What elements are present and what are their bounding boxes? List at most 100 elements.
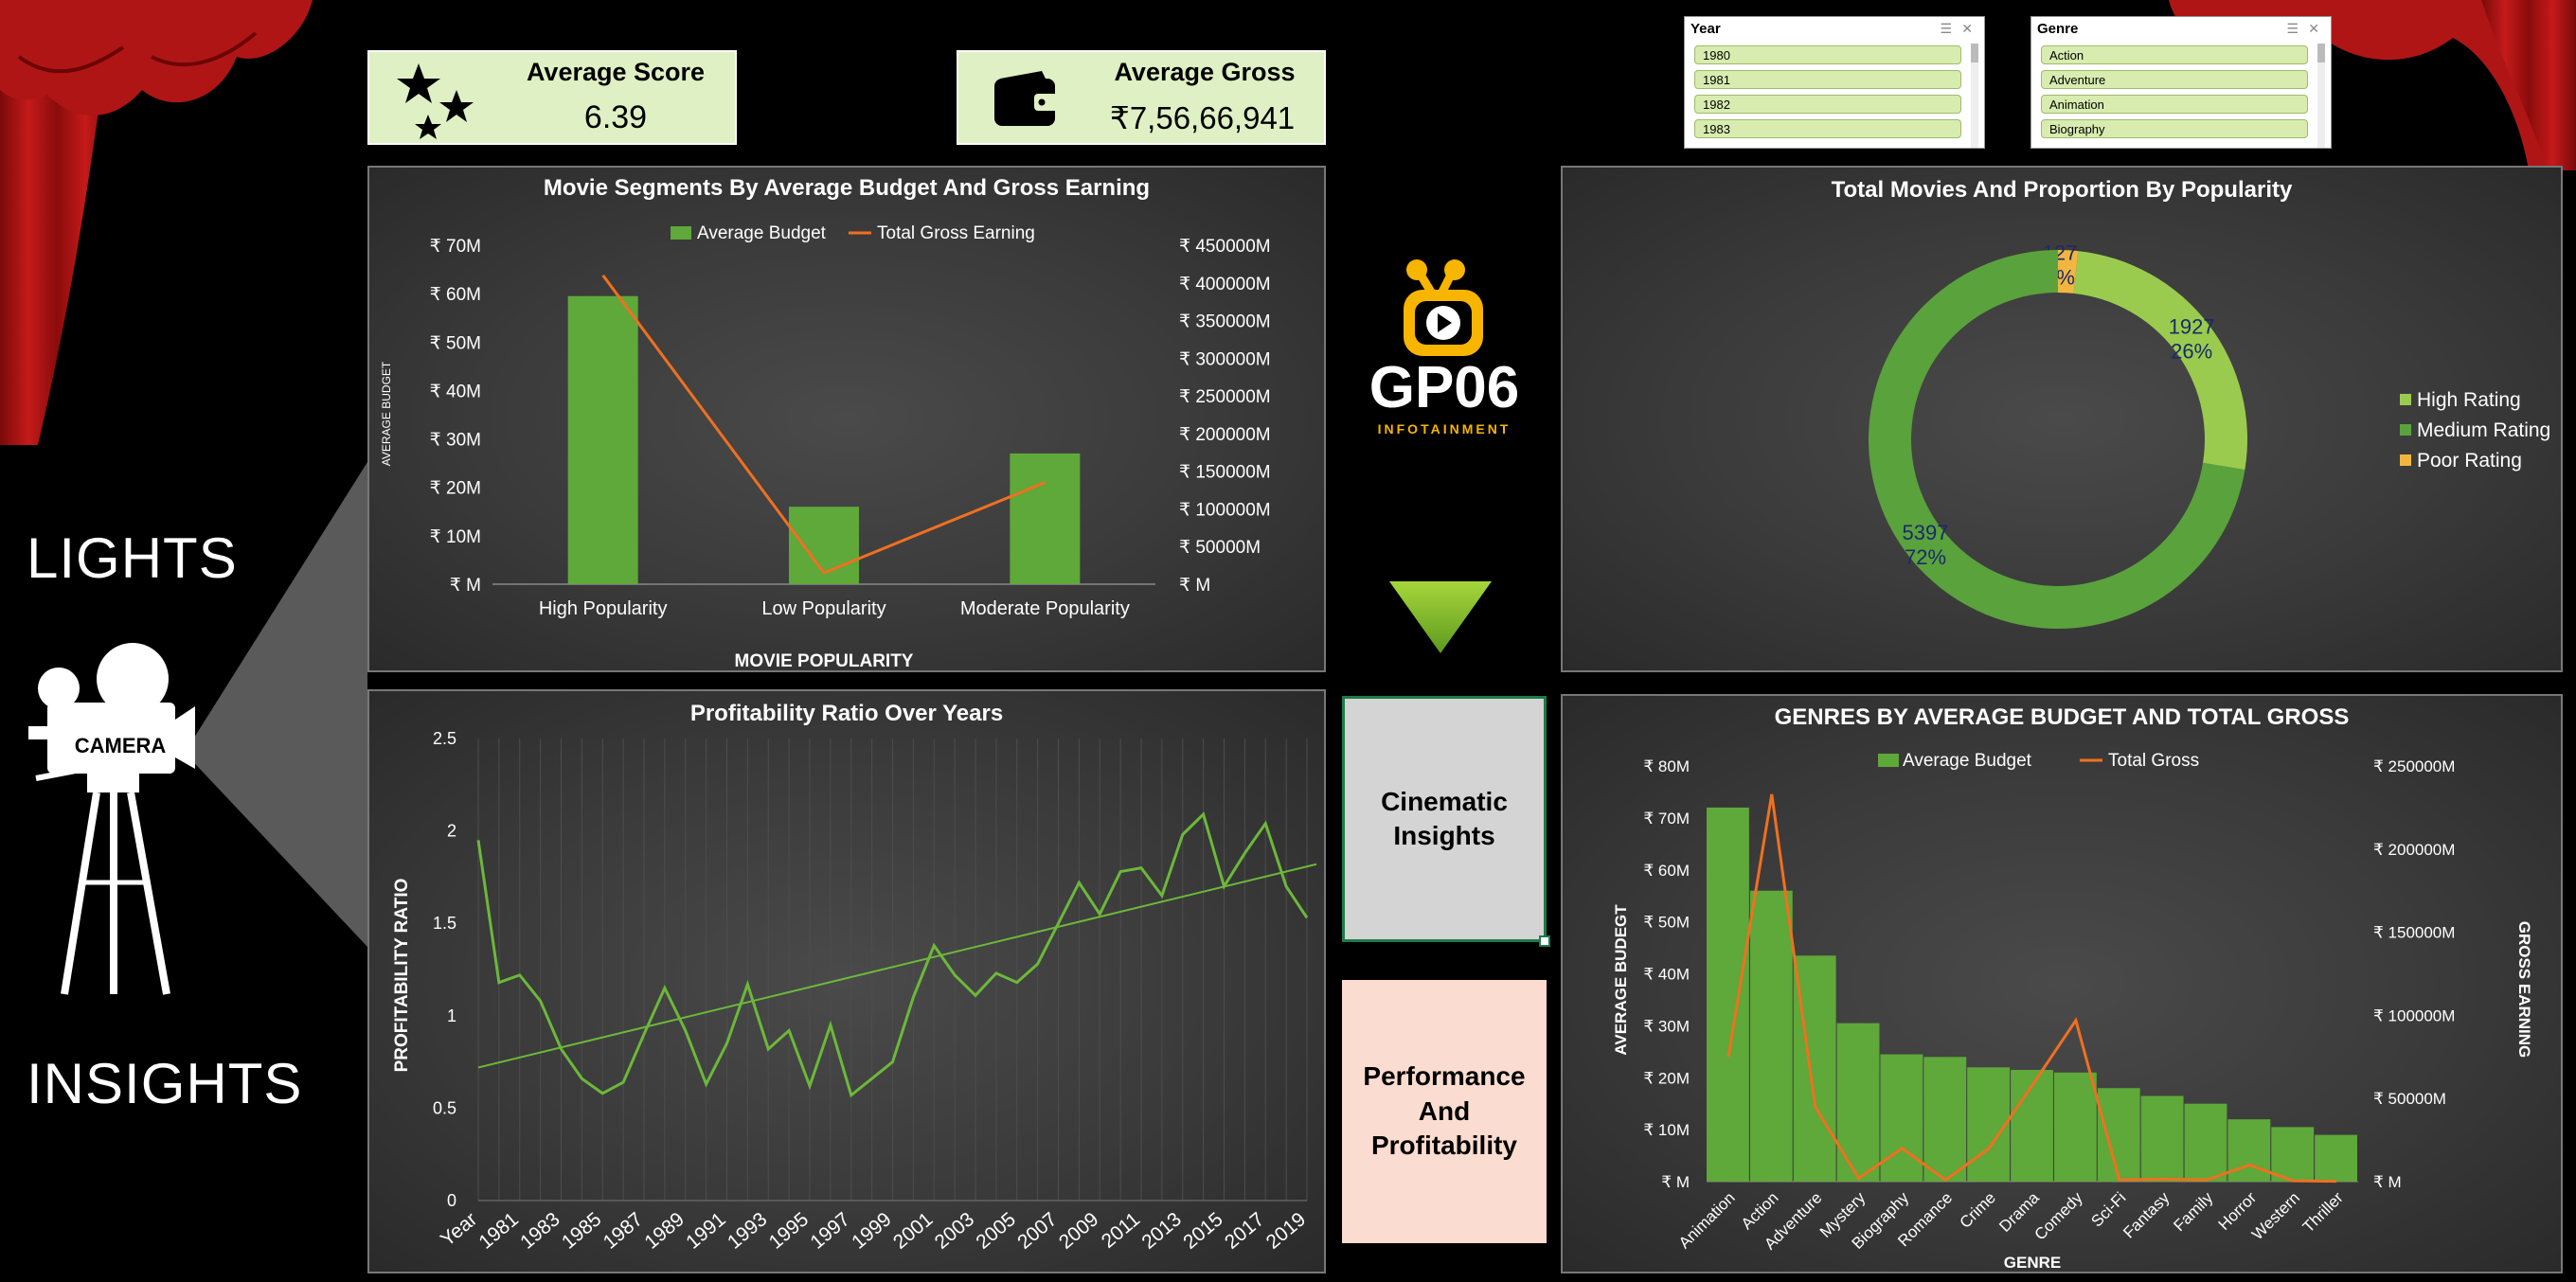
- y-tick-label: ₹ 50M: [430, 333, 481, 353]
- y-tick-label: 2: [447, 822, 456, 841]
- y-tick-label: ₹ 10M: [430, 527, 481, 547]
- donut-slice: [2073, 251, 2247, 471]
- x-tick-label: Animation: [1675, 1188, 1739, 1252]
- y2-tick-label: ₹ 100000M: [1179, 500, 1271, 520]
- y-tick-label: ₹ 30M: [1643, 1017, 1690, 1035]
- x-tick-label: Western: [2248, 1188, 2303, 1243]
- x-tick-label: 1987: [599, 1208, 648, 1254]
- slicer-item[interactable]: 1983: [1694, 119, 1961, 138]
- multi-select-icon[interactable]: ☰: [2286, 21, 2299, 36]
- y2-tick-label: ₹ 250000M: [2373, 757, 2455, 775]
- y2-tick-label: ₹ 50000M: [2373, 1090, 2446, 1108]
- slicer-item[interactable]: 1981: [1694, 70, 1961, 89]
- donut-slice: [2058, 250, 2079, 294]
- slicer-scrollbar[interactable]: [1971, 44, 1978, 148]
- y2-tick-label: ₹ 50000M: [1179, 538, 1261, 558]
- legend-label: Medium Rating: [2417, 419, 2550, 441]
- y-tick-label: ₹ M: [1661, 1173, 1690, 1191]
- legend-swatch: [671, 226, 691, 240]
- slicer-item[interactable]: Action: [2041, 45, 2308, 64]
- stars-icon: [397, 63, 474, 139]
- slicer-scrollbar[interactable]: [2317, 44, 2325, 148]
- multi-select-icon[interactable]: ☰: [1940, 21, 1952, 36]
- kpi-average-gross: Average Gross ₹7,56,66,941: [957, 50, 1326, 145]
- x-tick-label: 2003: [931, 1208, 979, 1254]
- popularity-donut-panel: Total Movies And Proportion By Popularit…: [1561, 166, 2563, 672]
- kpi-label: Average Score: [526, 58, 706, 86]
- bar: [567, 295, 638, 584]
- x-tick-label: 2015: [1179, 1208, 1227, 1254]
- y-tick-label: 1.5: [433, 914, 456, 933]
- cinematic-insights-button[interactable]: Cinematic Insights: [1342, 696, 1547, 942]
- spotlight-beam: [185, 462, 367, 947]
- legend-swatch: [2400, 394, 2411, 405]
- slice-percent-label: 26%: [2171, 339, 2212, 363]
- y-tick-label: ₹ 40M: [430, 382, 481, 401]
- bar: [1010, 453, 1081, 584]
- x-tick-label: 2001: [889, 1208, 938, 1254]
- button-label: Cinematic Insights: [1381, 786, 1508, 850]
- y2-tick-label: ₹ M: [2373, 1173, 2402, 1191]
- slicer-item[interactable]: Biography: [2041, 119, 2308, 138]
- bar: [1749, 890, 1793, 1182]
- chart-title: Total Movies And Proportion By Popularit…: [1831, 177, 2293, 203]
- clear-filter-icon[interactable]: ✕: [1961, 21, 1973, 36]
- legend-label: Average Budget: [697, 223, 827, 243]
- insights-heading: INSIGHTS: [27, 1052, 303, 1115]
- kpi-label: Average Gross: [1114, 58, 1296, 86]
- year-slicer-title: Year: [1690, 21, 1721, 37]
- x-tick-label: 1999: [848, 1208, 896, 1254]
- profitability-chart-panel: Profitability Ratio Over Years 0 0.5 1 1.5 2…: [367, 689, 1326, 1273]
- y-tick-label: ₹ 60M: [1643, 862, 1690, 880]
- y-axis-title: AVERAGE BUDGET: [380, 361, 393, 466]
- y2-tick-label: ₹ 250000M: [1179, 387, 1271, 407]
- slicer-item[interactable]: 1980: [1694, 45, 1961, 64]
- x-tick-label: Low Popularity: [761, 598, 886, 619]
- genre-slicer-title: Genre: [2037, 21, 2079, 37]
- slicer-item[interactable]: Animation: [2041, 95, 2308, 114]
- x-tick-label: Fantasy: [2120, 1188, 2174, 1242]
- genre-slicer[interactable]: Genre ☰ ✕ Action Adventure Animation Bio…: [2030, 16, 2332, 149]
- x-tick-label: 2005: [972, 1208, 1020, 1254]
- y-tick-label: ₹ 10M: [1643, 1121, 1690, 1139]
- y-tick-label: ₹ 70M: [430, 237, 481, 257]
- legend-swatch: [2400, 454, 2411, 466]
- y2-tick-label: ₹ 400000M: [1179, 275, 1271, 294]
- bar: [1967, 1067, 2011, 1182]
- y2-tick-label: ₹ 200000M: [2373, 841, 2455, 859]
- x-tick-label: Year: [437, 1208, 481, 1251]
- y-tick-label: ₹ 50M: [1643, 914, 1690, 932]
- x-tick-label: 2019: [1262, 1208, 1311, 1254]
- bar: [2271, 1127, 2315, 1182]
- performance-profitability-button[interactable]: Performance And Profitability: [1342, 980, 1547, 1243]
- y-tick-label: ₹ 60M: [430, 285, 481, 305]
- resize-handle[interactable]: [1539, 935, 1550, 947]
- slicer-item[interactable]: 1982: [1694, 95, 1961, 114]
- y2-tick-label: ₹ 150000M: [2373, 924, 2455, 942]
- year-slicer[interactable]: Year ☰ ✕ 1980 1981 1982 1983: [1684, 16, 1985, 149]
- x-tick-label: 1983: [516, 1208, 564, 1254]
- gp06-logo: GP06 INFOTAINMENT: [1369, 259, 1519, 436]
- genres-chart-panel: GENRES BY AVERAGE BUDGET AND TOTAL GROSS…: [1561, 694, 2563, 1273]
- clear-filter-icon[interactable]: ✕: [2308, 21, 2319, 36]
- x-tick-label: 2007: [1013, 1208, 1062, 1254]
- x-tick-label: Moderate Popularity: [960, 598, 1130, 619]
- y-tick-label: ₹ 20M: [430, 479, 481, 499]
- bar: [2140, 1095, 2184, 1182]
- curtain-left-decoration: [0, 0, 313, 445]
- x-tick-label: 1989: [640, 1208, 689, 1254]
- bar: [1880, 1054, 1923, 1182]
- bar: [2184, 1103, 2227, 1182]
- legend-label: High Rating: [2417, 389, 2521, 411]
- gross-line: [1726, 793, 2337, 1184]
- legend-swatch: [1878, 754, 1899, 767]
- y-axis-title: PROFITABILITY RATIO: [392, 879, 412, 1073]
- y-tick-label: 2.5: [433, 729, 456, 748]
- x-tick-label: 1981: [474, 1208, 523, 1254]
- y-tick-label: 1: [447, 1006, 456, 1025]
- slicer-item[interactable]: Adventure: [2041, 70, 2308, 89]
- x-tick-label: Family: [2170, 1188, 2216, 1235]
- y-tick-label: ₹ 80M: [1643, 757, 1690, 775]
- y2-tick-label: ₹ 350000M: [1179, 312, 1271, 332]
- camera-label: CAMERA: [75, 734, 167, 757]
